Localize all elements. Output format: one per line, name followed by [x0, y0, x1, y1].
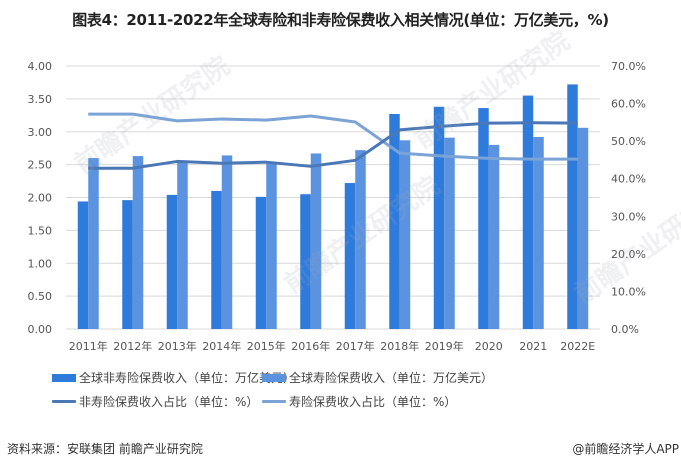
line-swatch-icon [262, 400, 286, 403]
bar-nonlife [211, 190, 222, 329]
chart-title: 图表4：2011-2022年全球寿险和非寿险保费收入相关情况(单位：万亿美元，%… [72, 11, 609, 29]
bar-swatch-icon [52, 373, 76, 382]
legend-label: 全球寿险保费收入（单位：万亿美元） [289, 371, 494, 385]
left-tick-label: 2.00 [28, 192, 53, 205]
legend-item-life-bar: 全球寿险保费收入（单位：万亿美元） [262, 369, 493, 386]
gridlines [66, 65, 600, 330]
left-tick-label: 3.00 [28, 126, 53, 139]
bar-nonlife [478, 108, 489, 329]
bar-life [88, 158, 99, 329]
bar-nonlife [433, 106, 445, 329]
left-tick-label: 1.00 [28, 257, 53, 270]
right-tick-label: 0.0% [611, 323, 639, 336]
bar-nonlife [166, 194, 178, 329]
x-tick-label: 2015年 [247, 339, 286, 353]
line-series [88, 112, 578, 170]
credit-note: @前瞻经济学人APP [572, 442, 679, 456]
source-note: 资料来源：安联集团 前瞻产业研究院 [7, 442, 203, 456]
bar-life [533, 137, 544, 329]
bar-life [310, 153, 322, 329]
bar-nonlife [389, 113, 400, 329]
bar-life [355, 150, 366, 329]
x-tick-label: 2018年 [380, 339, 419, 353]
bar-life [444, 137, 455, 329]
bar-swatch-icon [262, 373, 286, 382]
right-tick-label: 20.0% [611, 248, 646, 261]
x-tick-label: 2016年 [291, 339, 330, 353]
bar-nonlife [77, 201, 89, 329]
bar-life [177, 161, 188, 329]
line-life-share [88, 112, 578, 161]
bar-life [221, 155, 233, 329]
line-swatch-icon [52, 400, 76, 403]
legend-label: 非寿险保费收入占比（单位：%） [79, 395, 259, 409]
x-tick-label: 2011年 [69, 339, 108, 353]
legend-label: 全球非寿险保费收入（单位：万亿美元） [79, 371, 296, 385]
bar-series [77, 84, 589, 330]
left-tick-label: 0.00 [28, 323, 53, 336]
right-tick-label: 50.0% [611, 135, 646, 148]
combo-chart: 0.00 0.50 1.00 1.50 2.00 2.50 3.00 3.50 4.00 0.0… [28, 60, 646, 353]
bar-nonlife [122, 200, 133, 329]
legend-label: 寿险保费收入占比（单位：%） [289, 395, 457, 409]
line-nonlife-share [88, 121, 578, 170]
bar-life [132, 156, 144, 329]
bar-life [577, 127, 589, 330]
left-tick-label: 0.50 [28, 290, 53, 303]
left-tick-label: 3.50 [28, 93, 53, 106]
right-tick-label: 30.0% [611, 210, 646, 223]
right-tick-label: 10.0% [611, 285, 646, 298]
right-tick-label: 60.0% [611, 98, 646, 111]
x-tick-label: 2020 [475, 340, 503, 353]
bar-nonlife [344, 183, 356, 329]
bar-nonlife [300, 194, 311, 329]
bar-nonlife [255, 196, 267, 329]
x-tick-label: 2022E [560, 340, 595, 353]
right-tick-label: 70.0% [611, 60, 646, 73]
bar-life [399, 140, 411, 329]
x-axis-ticks: 2011年 2012年 2013年 2014年 2015年 2016年 2017年 2018年… [69, 339, 596, 353]
x-tick-label: 2021 [519, 340, 547, 353]
bar-life [266, 163, 277, 329]
left-tick-label: 2.50 [28, 159, 53, 172]
bar-life [488, 144, 500, 329]
bar-nonlife [567, 84, 578, 329]
left-axis-ticks: 0.00 0.50 1.00 1.50 2.00 2.50 3.00 3.50 4.00 [28, 60, 53, 336]
right-tick-label: 40.0% [611, 173, 646, 186]
legend-item-nonlife-bar: 全球非寿险保费收入（单位：万亿美元） [52, 369, 295, 386]
right-axis-ticks: 0.0% 10.0% 20.0% 30.0% 40.0% 50.0% 60.0% 70.0% [611, 60, 646, 336]
bar-nonlife [522, 95, 534, 330]
x-tick-label: 2019年 [425, 339, 464, 353]
x-tick-label: 2013年 [158, 339, 197, 353]
left-tick-label: 1.50 [28, 224, 53, 237]
x-tick-label: 2014年 [202, 339, 241, 353]
left-tick-label: 4.00 [28, 60, 53, 73]
x-tick-label: 2017年 [336, 339, 375, 353]
legend-item-nonlife-line: 非寿险保费收入占比（单位：%） [52, 393, 258, 410]
legend-item-life-line: 寿险保费收入占比（单位：%） [262, 393, 456, 410]
x-tick-label: 2012年 [113, 339, 152, 353]
